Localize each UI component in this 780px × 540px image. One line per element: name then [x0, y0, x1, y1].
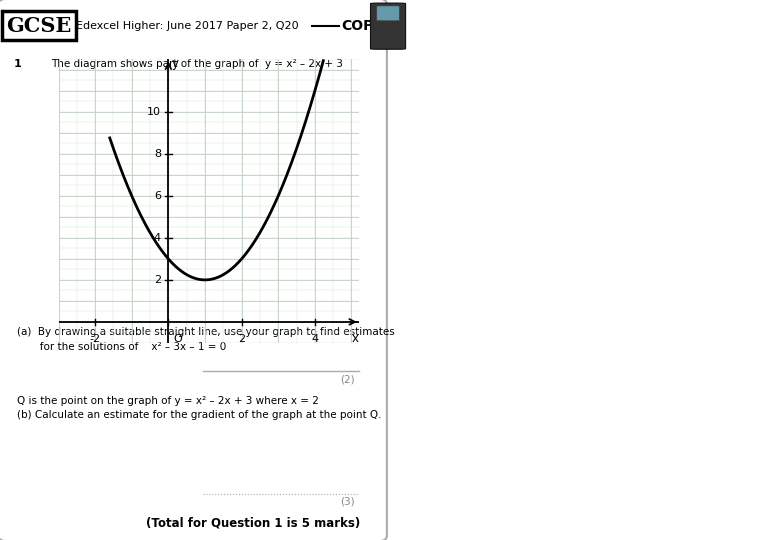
Text: 10: 10 — [147, 107, 161, 117]
FancyBboxPatch shape — [377, 6, 399, 21]
Text: 6: 6 — [154, 191, 161, 201]
Text: 4: 4 — [154, 233, 161, 243]
Text: 4: 4 — [311, 334, 318, 345]
Text: 2: 2 — [238, 334, 245, 345]
Text: 2: 2 — [154, 275, 161, 285]
Text: x: x — [352, 333, 359, 346]
Text: 8: 8 — [154, 149, 161, 159]
Text: (3): (3) — [340, 497, 355, 507]
Text: 1: 1 — [14, 59, 22, 69]
Text: The diagram shows part of the graph of  y = x² – 2x + 3: The diagram shows part of the graph of y… — [51, 59, 342, 69]
FancyBboxPatch shape — [370, 3, 406, 49]
Text: Edexcel Higher: June 2017 Paper 2, Q20: Edexcel Higher: June 2017 Paper 2, Q20 — [76, 21, 299, 31]
Text: -2: -2 — [90, 334, 101, 345]
Text: (Total for Question 1 is 5 marks): (Total for Question 1 is 5 marks) — [146, 517, 360, 530]
Text: Q is the point on the graph of y = x² – 2x + 3 where x = 2: Q is the point on the graph of y = x² – … — [17, 396, 319, 406]
Text: O: O — [173, 334, 182, 345]
Text: y: y — [172, 57, 179, 70]
Text: COPY: COPY — [342, 19, 384, 32]
Text: (2): (2) — [340, 375, 355, 385]
Text: for the solutions of    x² – 3x – 1 = 0: for the solutions of x² – 3x – 1 = 0 — [17, 342, 226, 352]
Text: GCSE: GCSE — [6, 16, 72, 36]
Text: (b) Calculate an estimate for the gradient of the graph at the point Q.: (b) Calculate an estimate for the gradie… — [17, 410, 381, 421]
Text: (a)  By drawing a suitable straight line, use your graph to find estimates: (a) By drawing a suitable straight line,… — [17, 327, 395, 338]
